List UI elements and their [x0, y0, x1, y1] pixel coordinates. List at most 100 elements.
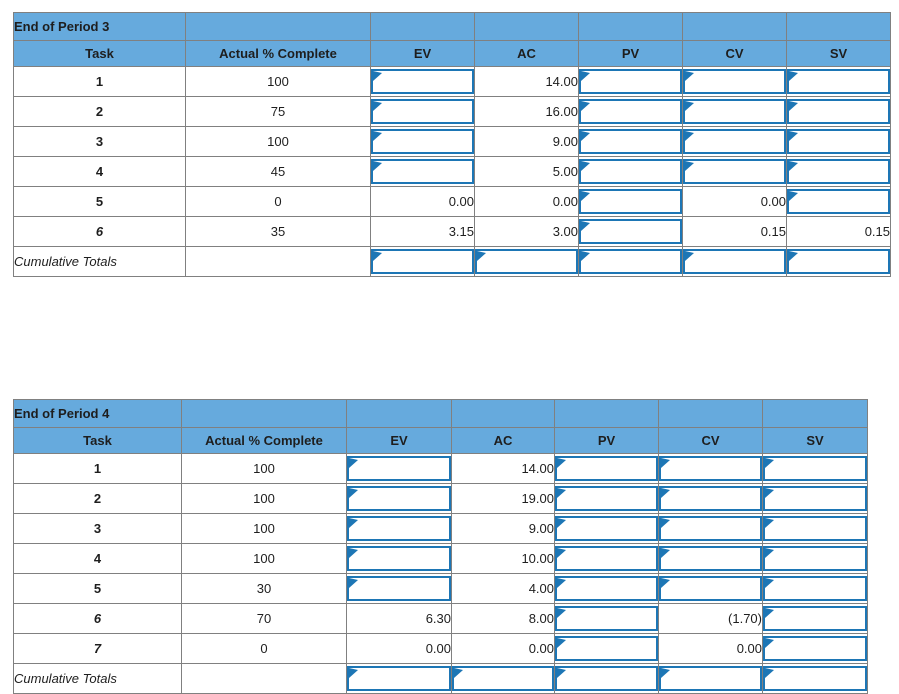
input-box[interactable] — [787, 69, 890, 94]
input-box[interactable] — [659, 486, 762, 511]
sv-input-cell[interactable] — [762, 633, 868, 664]
sv-input-cell[interactable] — [762, 543, 868, 574]
input-box[interactable] — [787, 159, 890, 184]
cv-input-cell[interactable] — [658, 513, 763, 544]
sv-input-cell[interactable] — [762, 603, 868, 634]
ev-input-cell[interactable] — [346, 573, 452, 604]
sv-input-cell[interactable] — [762, 483, 868, 514]
sv-input-cell[interactable] — [762, 573, 868, 604]
input-box[interactable] — [371, 69, 474, 94]
ev-input-cell[interactable] — [370, 66, 475, 97]
sv-input-cell[interactable] — [786, 186, 891, 217]
input-box[interactable] — [683, 249, 786, 274]
input-box[interactable] — [452, 666, 554, 691]
input-box[interactable] — [579, 249, 682, 274]
pv-input-cell[interactable] — [554, 573, 659, 604]
pv-input-cell[interactable] — [578, 96, 683, 127]
cv-input-cell[interactable] — [658, 483, 763, 514]
pv-input-cell[interactable] — [578, 186, 683, 217]
input-box[interactable] — [787, 99, 890, 124]
input-box[interactable] — [659, 576, 762, 601]
input-box[interactable] — [787, 189, 890, 214]
input-box[interactable] — [579, 99, 682, 124]
ac-total-input-cell[interactable] — [474, 246, 579, 277]
input-box[interactable] — [475, 249, 578, 274]
input-box[interactable] — [555, 546, 658, 571]
ev-input-cell[interactable] — [346, 513, 452, 544]
pv-total-input-cell[interactable] — [554, 663, 659, 694]
ev-total-input-cell[interactable] — [346, 663, 452, 694]
pv-input-cell[interactable] — [578, 126, 683, 157]
sv-input-cell[interactable] — [786, 96, 891, 127]
pv-input-cell[interactable] — [554, 633, 659, 664]
input-box[interactable] — [659, 546, 762, 571]
input-box[interactable] — [659, 516, 762, 541]
cv-total-input-cell[interactable] — [658, 663, 763, 694]
input-box[interactable] — [347, 486, 451, 511]
input-box[interactable] — [763, 456, 867, 481]
pv-total-input-cell[interactable] — [578, 246, 683, 277]
input-box[interactable] — [555, 486, 658, 511]
input-box[interactable] — [347, 576, 451, 601]
sv-input-cell[interactable] — [762, 453, 868, 484]
input-box[interactable] — [763, 666, 867, 691]
input-box[interactable] — [347, 546, 451, 571]
input-box[interactable] — [555, 456, 658, 481]
cv-input-cell[interactable] — [658, 573, 763, 604]
input-box[interactable] — [787, 249, 890, 274]
input-box[interactable] — [579, 159, 682, 184]
cv-input-cell[interactable] — [682, 66, 787, 97]
ev-total-input-cell[interactable] — [370, 246, 475, 277]
input-box[interactable] — [371, 159, 474, 184]
input-box[interactable] — [555, 606, 658, 631]
input-box[interactable] — [579, 219, 682, 244]
input-box[interactable] — [763, 576, 867, 601]
input-box[interactable] — [763, 606, 867, 631]
cv-input-cell[interactable] — [682, 96, 787, 127]
input-box[interactable] — [683, 99, 786, 124]
pv-input-cell[interactable] — [554, 483, 659, 514]
input-box[interactable] — [683, 129, 786, 154]
cv-total-input-cell[interactable] — [682, 246, 787, 277]
input-box[interactable] — [371, 129, 474, 154]
input-box[interactable] — [683, 69, 786, 94]
input-box[interactable] — [555, 666, 658, 691]
input-box[interactable] — [683, 159, 786, 184]
pv-input-cell[interactable] — [554, 453, 659, 484]
input-box[interactable] — [371, 249, 474, 274]
input-box[interactable] — [579, 189, 682, 214]
input-box[interactable] — [555, 516, 658, 541]
cv-input-cell[interactable] — [682, 126, 787, 157]
input-box[interactable] — [579, 69, 682, 94]
input-box[interactable] — [659, 666, 762, 691]
sv-input-cell[interactable] — [786, 156, 891, 187]
input-box[interactable] — [579, 129, 682, 154]
ev-input-cell[interactable] — [346, 453, 452, 484]
input-box[interactable] — [763, 636, 867, 661]
ev-input-cell[interactable] — [346, 483, 452, 514]
input-box[interactable] — [763, 486, 867, 511]
pv-input-cell[interactable] — [578, 216, 683, 247]
cv-input-cell[interactable] — [658, 453, 763, 484]
sv-input-cell[interactable] — [786, 126, 891, 157]
ac-total-input-cell[interactable] — [451, 663, 555, 694]
pv-input-cell[interactable] — [578, 66, 683, 97]
input-box[interactable] — [555, 576, 658, 601]
pv-input-cell[interactable] — [578, 156, 683, 187]
cv-input-cell[interactable] — [682, 156, 787, 187]
ev-input-cell[interactable] — [346, 543, 452, 574]
input-box[interactable] — [347, 666, 451, 691]
input-box[interactable] — [763, 546, 867, 571]
input-box[interactable] — [347, 456, 451, 481]
pv-input-cell[interactable] — [554, 543, 659, 574]
input-box[interactable] — [659, 456, 762, 481]
input-box[interactable] — [555, 636, 658, 661]
input-box[interactable] — [347, 516, 451, 541]
sv-total-input-cell[interactable] — [762, 663, 868, 694]
input-box[interactable] — [787, 129, 890, 154]
sv-total-input-cell[interactable] — [786, 246, 891, 277]
pv-input-cell[interactable] — [554, 603, 659, 634]
sv-input-cell[interactable] — [786, 66, 891, 97]
input-box[interactable] — [371, 99, 474, 124]
sv-input-cell[interactable] — [762, 513, 868, 544]
